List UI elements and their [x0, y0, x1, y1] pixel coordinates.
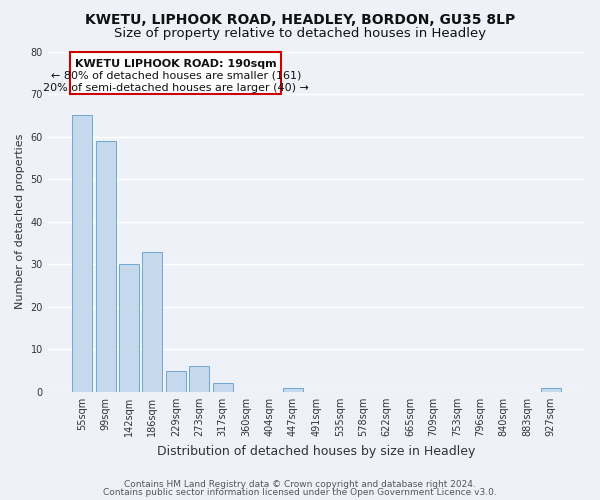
Bar: [95, 141, 116, 392]
Bar: [72, 116, 92, 392]
Bar: [283, 388, 303, 392]
Text: Contains HM Land Registry data © Crown copyright and database right 2024.: Contains HM Land Registry data © Crown c…: [124, 480, 476, 489]
Text: Contains public sector information licensed under the Open Government Licence v3: Contains public sector information licen…: [103, 488, 497, 497]
Bar: [142, 252, 163, 392]
Text: KWETU, LIPHOOK ROAD, HEADLEY, BORDON, GU35 8LP: KWETU, LIPHOOK ROAD, HEADLEY, BORDON, GU…: [85, 12, 515, 26]
Text: KWETU LIPHOOK ROAD: 190sqm: KWETU LIPHOOK ROAD: 190sqm: [75, 59, 277, 69]
Bar: [213, 384, 233, 392]
Bar: [190, 366, 209, 392]
Y-axis label: Number of detached properties: Number of detached properties: [15, 134, 25, 310]
Bar: [166, 370, 186, 392]
Bar: [541, 388, 560, 392]
Text: Size of property relative to detached houses in Headley: Size of property relative to detached ho…: [114, 28, 486, 40]
Bar: [119, 264, 139, 392]
Bar: [70, 52, 281, 94]
Text: ← 80% of detached houses are smaller (161): ← 80% of detached houses are smaller (16…: [50, 70, 301, 81]
Text: 20% of semi-detached houses are larger (40) →: 20% of semi-detached houses are larger (…: [43, 84, 309, 94]
X-axis label: Distribution of detached houses by size in Headley: Distribution of detached houses by size …: [157, 444, 476, 458]
